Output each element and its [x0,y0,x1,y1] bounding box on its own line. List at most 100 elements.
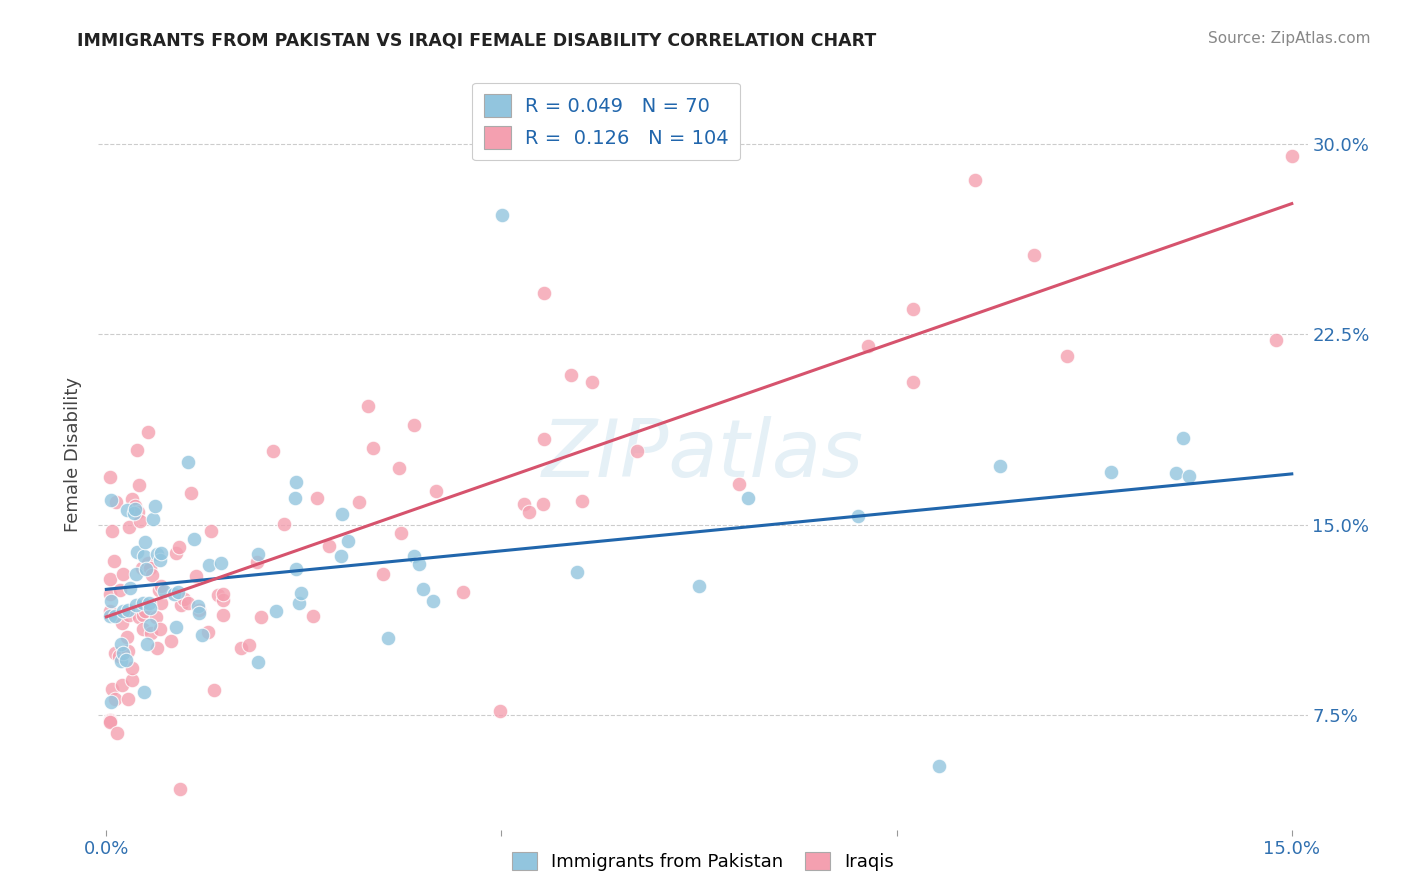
Point [111,678,134,692]
Point [377,631,399,645]
Point [117,602,139,616]
Point [98,572,121,586]
Point [402,549,425,563]
Point [187,599,209,614]
Point [136,556,159,570]
Point [1171,431,1194,445]
Point [238,638,260,652]
Point [1164,466,1187,480]
Point [581,375,603,389]
Point [371,567,394,582]
Point [132,623,155,637]
Point [118,520,141,534]
Text: IMMIGRANTS FROM PAKISTAN VS IRAQI FEMALE DISABILITY CORRELATION CHART: IMMIGRANTS FROM PAKISTAN VS IRAQI FEMALE… [77,31,876,49]
Point [136,425,159,440]
Point [571,493,593,508]
Point [112,567,135,582]
Legend: Immigrants from Pakistan, Iraqis: Immigrants from Pakistan, Iraqis [505,845,901,879]
Point [167,540,190,554]
Point [145,547,167,561]
Point [246,555,269,569]
Point [100,594,122,608]
Point [356,399,378,413]
Point [247,547,270,561]
Text: ZIPatlas: ZIPatlas [541,416,865,494]
Point [135,562,157,576]
Point [204,683,226,698]
Point [856,339,879,353]
Point [402,417,425,432]
Point [136,636,159,650]
Point [491,208,513,222]
Point [139,626,162,640]
Point [425,484,447,499]
Point [165,546,187,560]
Point [412,582,434,597]
Legend: R = 0.049   N = 70, R =  0.126   N = 104: R = 0.049 N = 70, R = 0.126 N = 104 [472,82,740,161]
Point [115,630,138,644]
Point [336,534,359,549]
Point [121,673,143,688]
Y-axis label: Female Disability: Female Disability [65,377,83,533]
Point [531,497,554,511]
Point [928,759,950,773]
Point [139,561,162,575]
Point [142,512,165,526]
Point [186,568,208,582]
Point [1056,349,1078,363]
Point [146,640,169,655]
Point [307,491,329,506]
Point [122,506,145,520]
Point [100,493,122,508]
Point [117,644,139,658]
Point [301,608,323,623]
Point [115,653,138,667]
Point [105,495,128,509]
Point [207,589,229,603]
Point [560,368,582,383]
Point [488,704,510,718]
Point [111,616,134,631]
Point [1265,333,1288,347]
Point [167,585,190,599]
Point [165,620,187,634]
Point [512,496,534,510]
Point [125,567,148,582]
Point [98,470,121,484]
Point [104,692,127,706]
Point [169,781,191,796]
Point [163,586,186,600]
Point [128,610,150,624]
Point [533,432,555,446]
Point [180,486,202,500]
Point [134,684,156,698]
Point [264,604,287,618]
Point [517,505,540,519]
Point [139,617,162,632]
Point [127,504,149,518]
Point [318,540,340,554]
Point [120,581,142,595]
Point [176,455,198,469]
Point [132,607,155,622]
Point [1306,149,1329,163]
Point [197,624,219,639]
Point [246,655,269,669]
Point [212,587,235,601]
Point [284,562,307,576]
Point [104,609,127,624]
Point [183,532,205,546]
Point [565,566,588,580]
Point [110,654,132,668]
Point [111,604,134,618]
Point [149,546,172,560]
Point [388,460,411,475]
Point [110,583,132,598]
Point [533,285,555,300]
Point [100,695,122,709]
Point [125,545,148,559]
Point [191,628,214,642]
Point [389,526,412,541]
Point [143,499,166,513]
Point [124,598,146,612]
